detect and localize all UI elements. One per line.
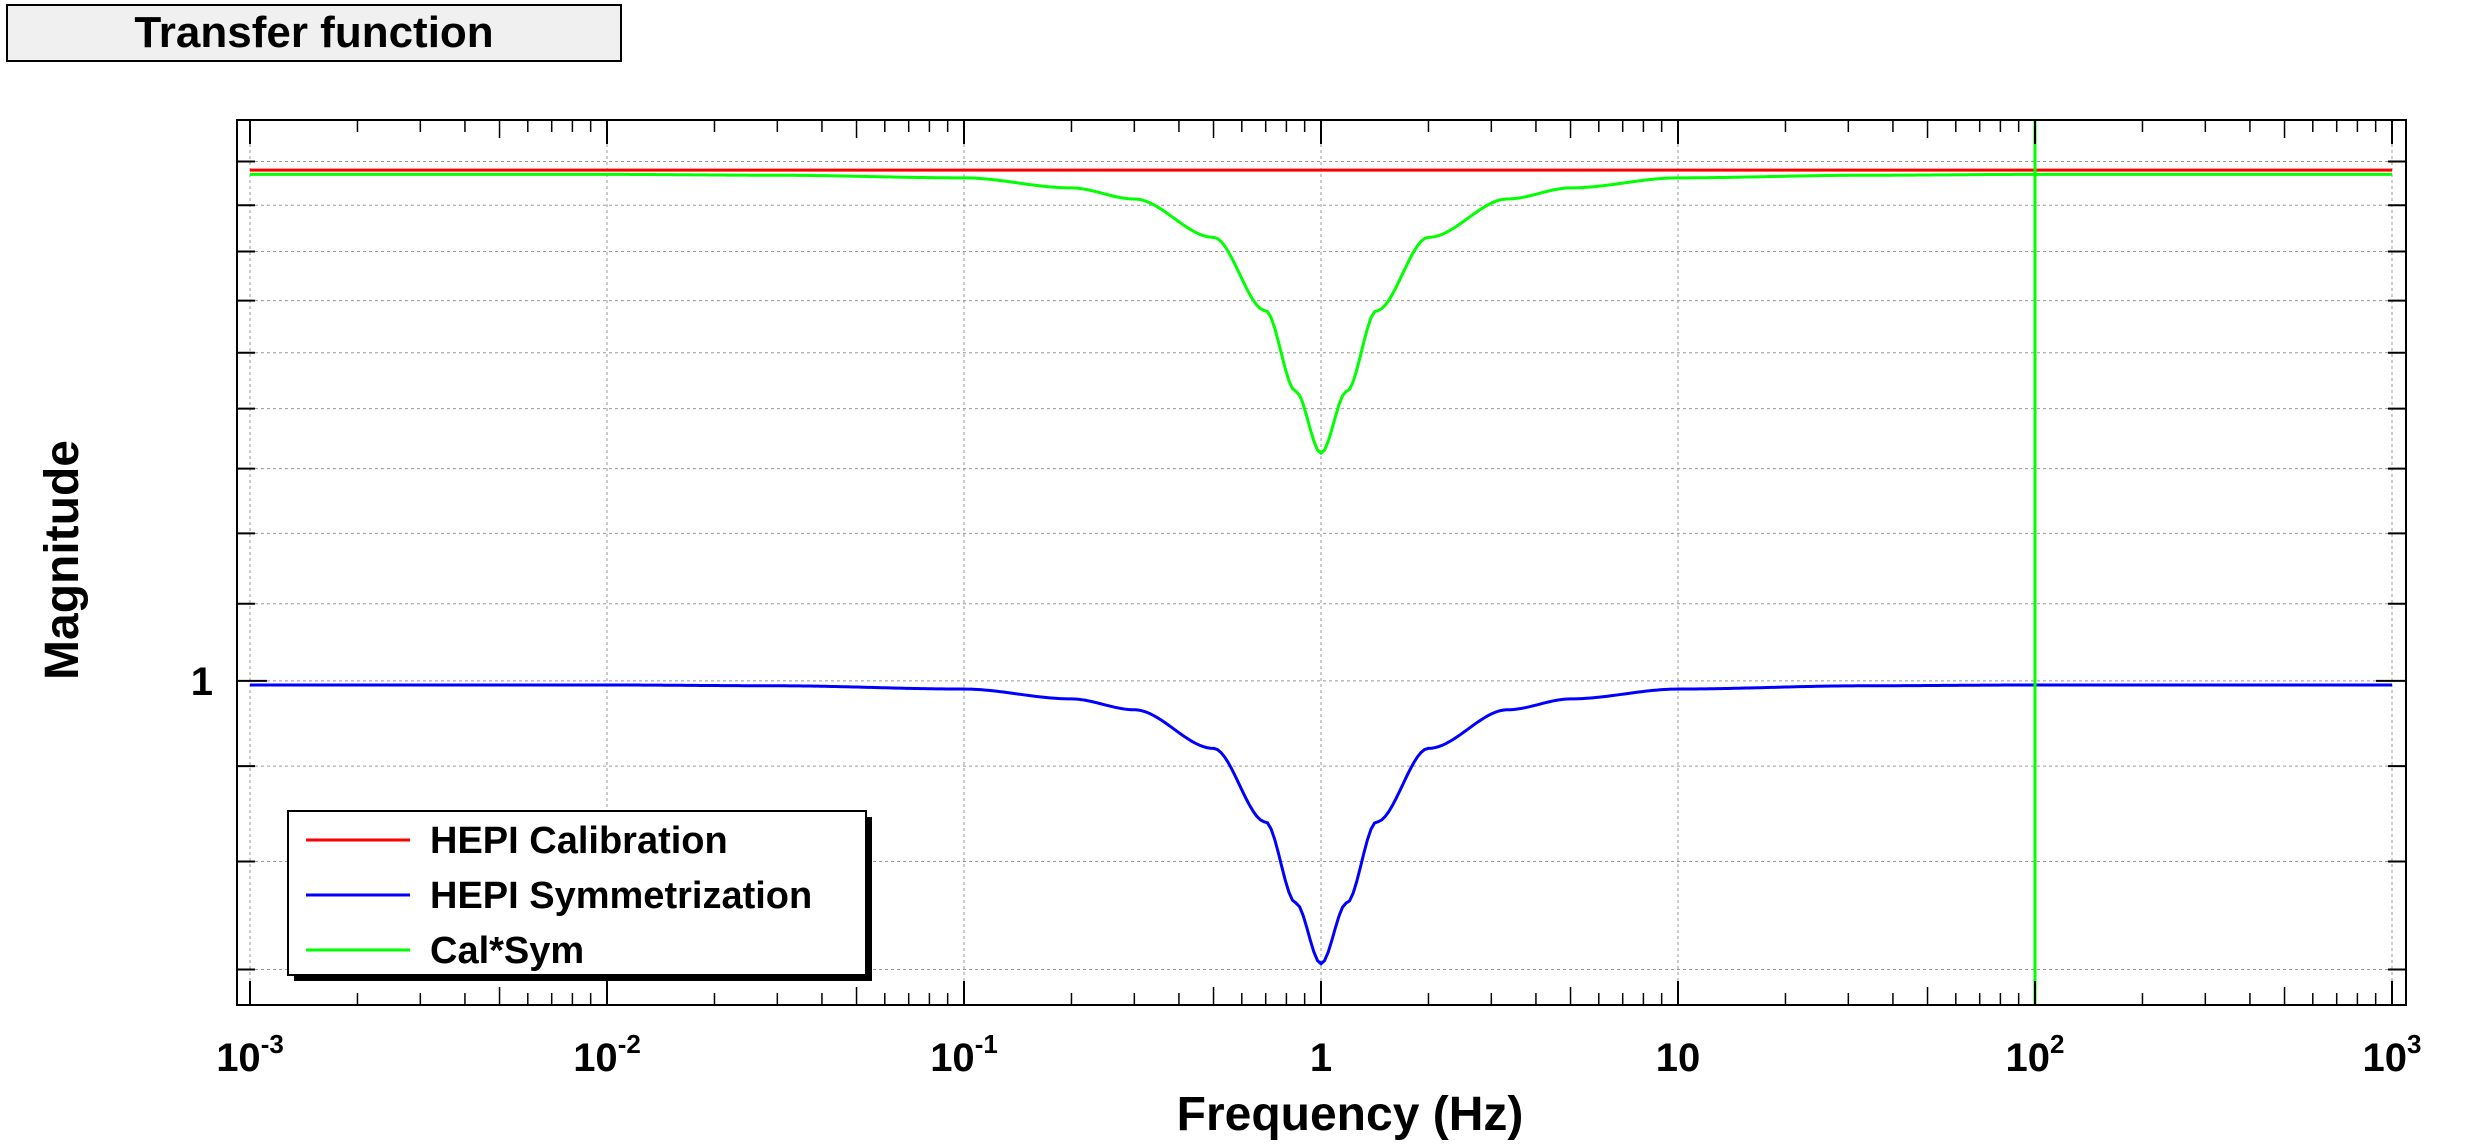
- x-tick-label: 102: [2006, 1029, 2065, 1080]
- legend-label: Cal*Sym: [430, 930, 584, 972]
- x-tick-label: 103: [2363, 1029, 2422, 1080]
- x-axis-title: Frequency (Hz): [1177, 1088, 1524, 1141]
- tick-layer: [237, 119, 2406, 1005]
- series-layer: [250, 120, 2392, 1005]
- legend-label: HEPI Symmetrization: [430, 875, 812, 917]
- x-tick-label: 10: [1656, 1036, 1701, 1080]
- y-axis-title: Magnitude: [36, 440, 89, 680]
- legend-box: [287, 810, 867, 976]
- x-tick-label: 10-2: [573, 1029, 641, 1080]
- legend: HEPI Calibration HEPI Symmetrization Cal*S…: [287, 810, 872, 981]
- x-tick-label: 10-1: [930, 1029, 998, 1080]
- x-tick-label: 1: [1310, 1036, 1332, 1080]
- legend-label: HEPI Calibration: [430, 820, 728, 862]
- y-tick-label: 1: [191, 660, 213, 704]
- chart-title: Transfer function: [6, 4, 622, 62]
- label-layer: 10-3 10-2 10-1 1 10 102 103 1: [191, 660, 2422, 1080]
- x-tick-label: 10-3: [216, 1029, 284, 1080]
